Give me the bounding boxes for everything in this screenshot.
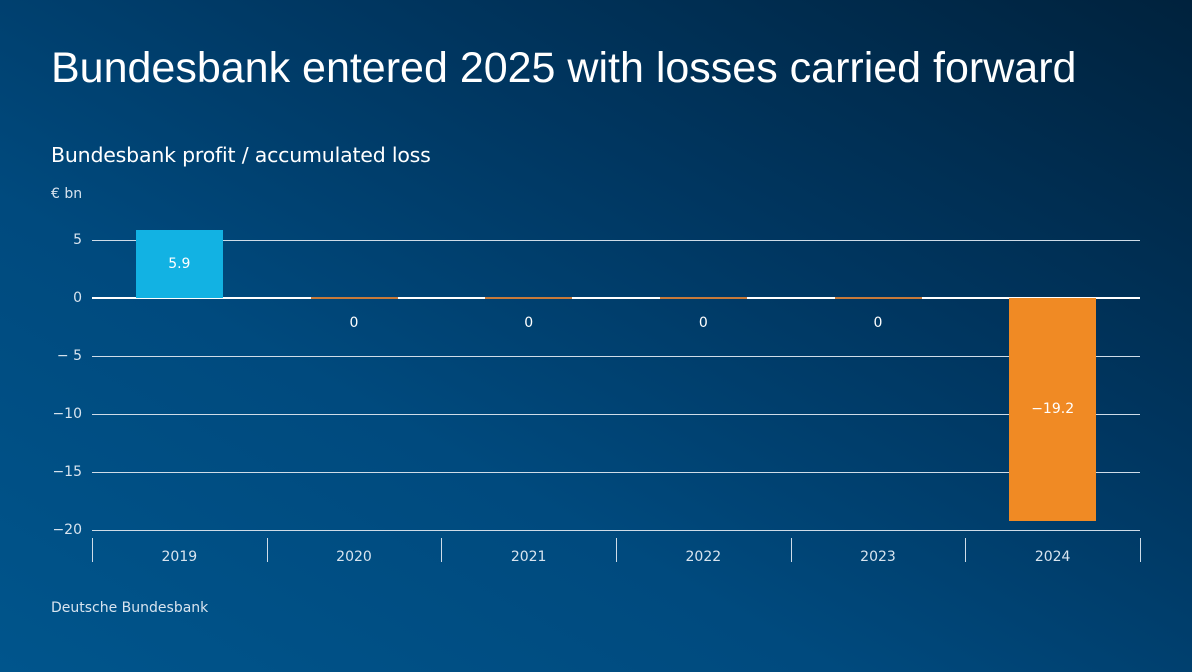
- bar-2022: [659, 297, 747, 299]
- x-axis-separator: [441, 538, 443, 562]
- source-note: Deutsche Bundesbank: [51, 600, 209, 616]
- bar-2020: [310, 297, 398, 299]
- x-axis-separator: [1140, 538, 1141, 562]
- zero-line: [92, 297, 1140, 299]
- page-title: Bundesbank entered 2025 with losses carr…: [51, 44, 1077, 92]
- x-axis-separator: [266, 538, 268, 562]
- y-tick-label: 5: [73, 232, 82, 248]
- x-tick-label: 2023: [860, 549, 896, 565]
- y-tick-label: −20: [52, 522, 82, 538]
- x-tick-label: 2020: [336, 549, 372, 565]
- x-axis-separator: [616, 538, 617, 562]
- bar-2021: [485, 297, 573, 299]
- bar-value-label: 0: [873, 315, 883, 331]
- gridline: [92, 240, 1140, 241]
- bar-2024: [1009, 298, 1097, 521]
- y-tick-label: −15: [52, 464, 82, 480]
- bar-value-label: 5.9: [168, 255, 191, 272]
- bar-value-label: 0: [698, 315, 708, 331]
- x-tick-label: 2022: [685, 549, 722, 565]
- x-tick-label: 2021: [510, 549, 547, 565]
- bar-value-label: 0: [349, 315, 359, 331]
- bar-value-label: 0: [524, 315, 534, 331]
- x-axis-separator: [965, 538, 967, 562]
- gridline: [92, 414, 1140, 415]
- bar-2023: [834, 297, 922, 299]
- x-axis-separator: [92, 538, 93, 562]
- y-tick-label: 0: [73, 290, 82, 306]
- gridline: [92, 472, 1140, 473]
- gridline: [92, 356, 1140, 357]
- gridline: [92, 530, 1140, 531]
- chart-subtitle: Bundesbank profit / accumulated loss: [51, 143, 431, 167]
- bar-2019: [135, 229, 223, 298]
- y-axis-unit: € bn: [51, 186, 83, 202]
- y-tick-label: − 5: [56, 348, 82, 364]
- x-axis-separator: [790, 538, 792, 562]
- y-tick-label: −10: [52, 406, 82, 422]
- x-tick-label: 2024: [1034, 549, 1071, 565]
- bar-value-label: −19.2: [1031, 401, 1075, 418]
- x-tick-label: 2019: [161, 549, 198, 565]
